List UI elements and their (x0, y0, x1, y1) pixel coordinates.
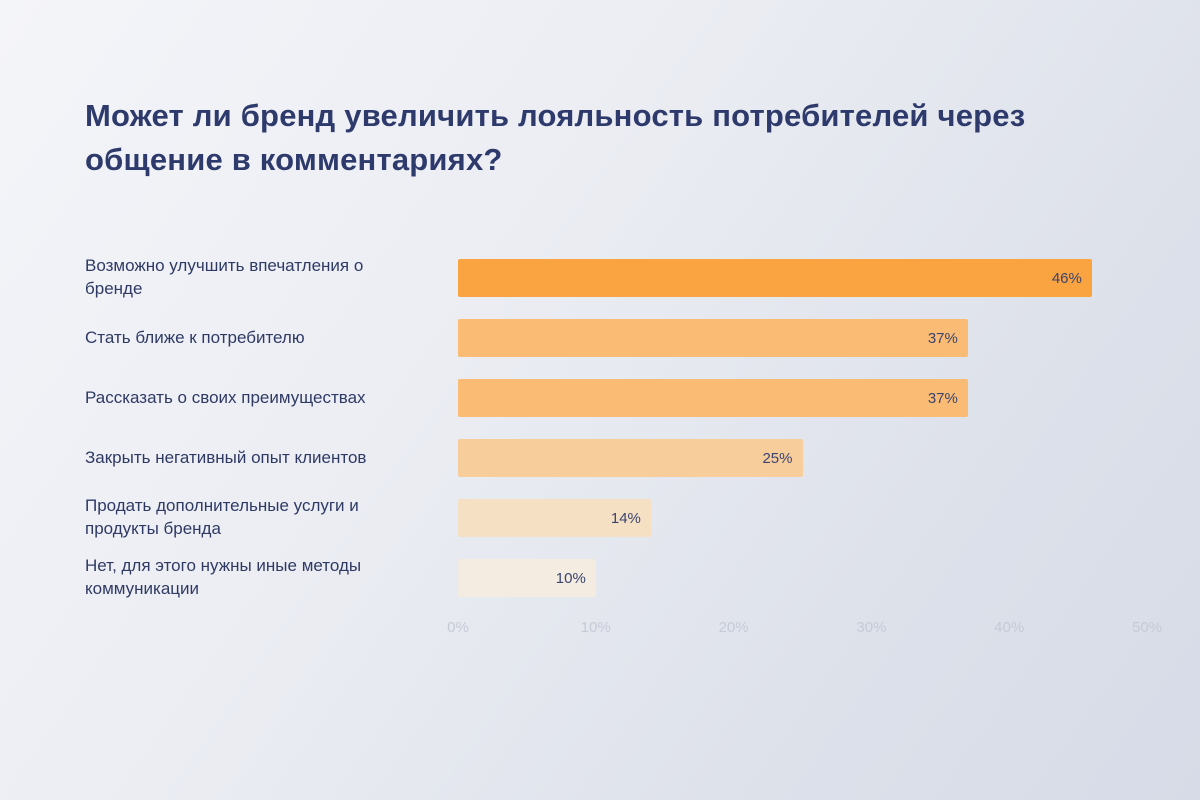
bar: 14% (458, 499, 651, 537)
bar: 25% (458, 439, 803, 477)
value-label: 46% (1051, 269, 1082, 287)
bar: 10% (458, 559, 596, 597)
bar-chart: Возможно улучшить впечатления о бренде 4… (85, 256, 1162, 639)
axis-tick: 30% (856, 619, 887, 636)
category-label: Рассказать о своих преимуществах (85, 387, 366, 407)
bar-track: 37% (458, 319, 1147, 357)
axis-tick: 20% (718, 619, 749, 636)
bar-row: Возможно улучшить впечатления о бренде 4… (85, 256, 1147, 298)
category-label: Стать ближе к потребителю (85, 327, 305, 347)
bar-row: Продать дополнительные услуги и продукты… (85, 496, 1147, 538)
bar-track: 37% (458, 379, 1147, 417)
bar-track: 14% (458, 499, 1147, 537)
category-label: Продать дополнительные услуги и продукты… (85, 496, 359, 538)
axis-tick: 10% (580, 619, 611, 636)
x-axis: 0% 10% 20% 30% 40% 50% (447, 619, 1162, 639)
axis-tick: 40% (994, 619, 1025, 636)
bar: 37% (458, 319, 968, 357)
value-label: 14% (610, 509, 641, 527)
bar: 37% (458, 379, 968, 417)
bar-row: Закрыть негативный опыт клиентов 25% (85, 439, 1147, 477)
bar: 46% (458, 259, 1092, 297)
bar-row: Нет, для этого нужны иные методы коммуни… (85, 556, 1147, 598)
category-label: Закрыть негативный опыт клиентов (85, 447, 367, 467)
value-label: 37% (927, 389, 958, 407)
bar-row: Рассказать о своих преимуществах 37% (85, 379, 1147, 417)
value-label: 10% (555, 569, 586, 587)
value-label: 25% (762, 449, 793, 467)
bar-track: 10% (458, 559, 1147, 597)
category-label: Возможно улучшить впечатления о бренде (85, 256, 364, 298)
category-label: Нет, для этого нужны иные методы коммуни… (85, 556, 362, 598)
value-label: 37% (927, 329, 958, 347)
bar-track: 46% (458, 259, 1147, 297)
axis-tick: 50% (1131, 619, 1163, 636)
bar-track: 25% (458, 439, 1147, 477)
axis-tick: 0% (447, 619, 469, 636)
chart-title: Может ли бренд увеличить лояльность потр… (85, 98, 1026, 178)
bar-row: Стать ближе к потребителю 37% (85, 319, 1147, 357)
